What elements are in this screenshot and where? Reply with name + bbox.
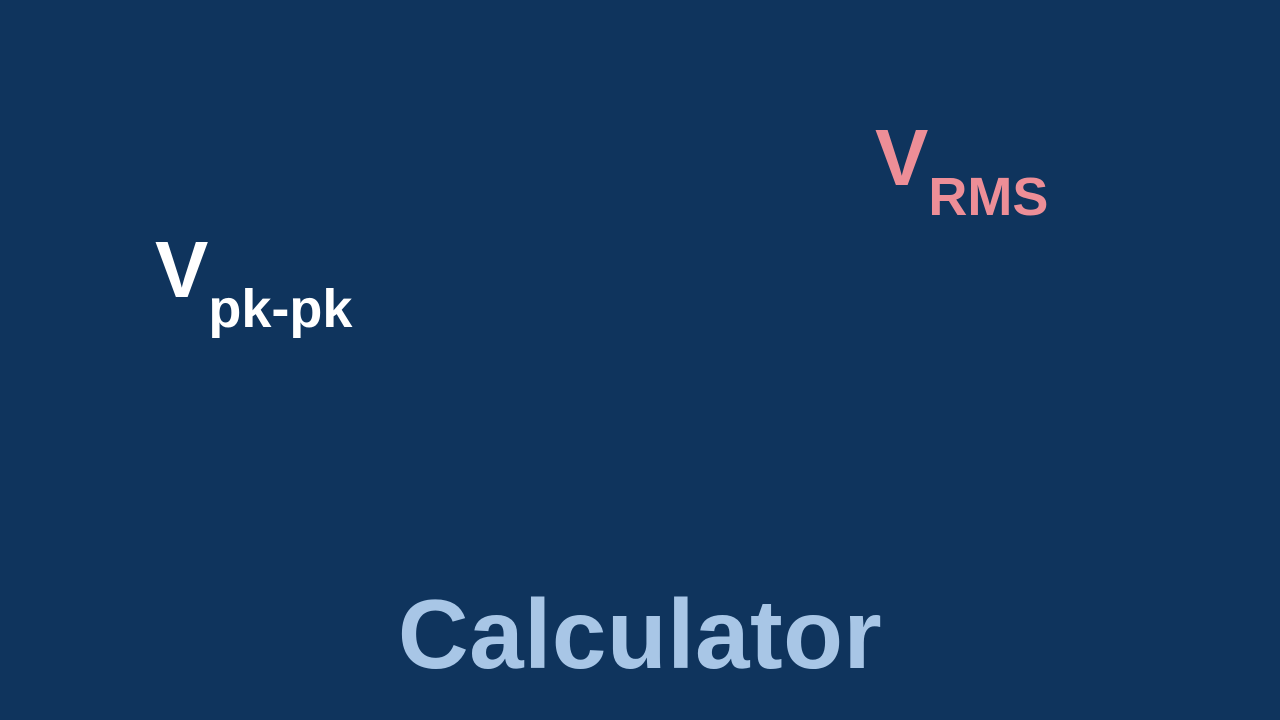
stage: Vpk-pk VRMS Calculator: [0, 0, 1280, 720]
vpkpk-main: V: [155, 225, 208, 314]
vrms-main: V: [875, 113, 928, 202]
vrms-subscript: RMS: [928, 167, 1048, 227]
vpkpk-subscript: pk-pk: [208, 279, 352, 339]
vpkpk-label: Vpk-pk: [155, 230, 352, 310]
vrms-label: VRMS: [875, 118, 1048, 198]
title-text: Calculator: [0, 585, 1280, 683]
